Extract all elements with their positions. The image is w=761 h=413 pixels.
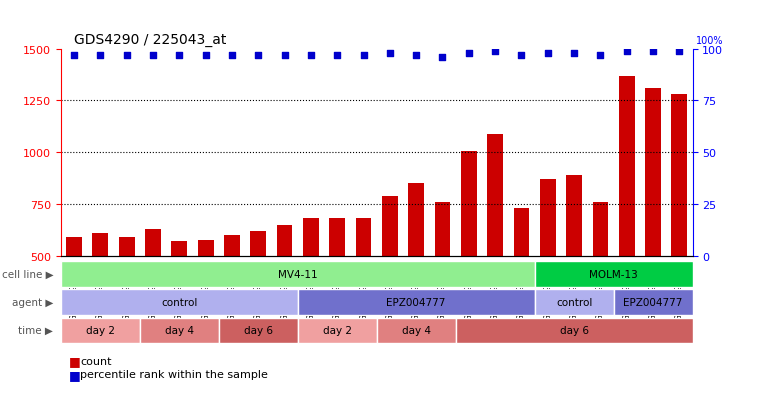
Point bbox=[226, 52, 238, 59]
Point bbox=[68, 52, 80, 59]
Bar bbox=[330, 219, 345, 359]
Bar bbox=[514, 209, 530, 359]
Point bbox=[463, 50, 475, 57]
FancyBboxPatch shape bbox=[613, 290, 693, 315]
Bar bbox=[224, 235, 240, 359]
Text: ■: ■ bbox=[68, 354, 80, 368]
Text: time ▶: time ▶ bbox=[18, 325, 53, 335]
Bar bbox=[250, 231, 266, 359]
Bar bbox=[277, 225, 292, 359]
Point bbox=[174, 52, 186, 59]
Text: cell line ▶: cell line ▶ bbox=[2, 269, 53, 279]
Text: day 4: day 4 bbox=[165, 325, 194, 335]
Bar bbox=[540, 180, 556, 359]
FancyBboxPatch shape bbox=[456, 318, 693, 343]
FancyBboxPatch shape bbox=[61, 318, 140, 343]
Point bbox=[673, 48, 686, 55]
Text: MV4-11: MV4-11 bbox=[278, 269, 317, 279]
Bar bbox=[461, 152, 476, 359]
Point bbox=[120, 52, 132, 59]
Text: count: count bbox=[80, 356, 111, 366]
Text: day 6: day 6 bbox=[244, 325, 272, 335]
Text: day 2: day 2 bbox=[323, 325, 352, 335]
Text: 100%: 100% bbox=[696, 36, 723, 45]
Text: EPZ004777: EPZ004777 bbox=[623, 297, 683, 307]
Point bbox=[199, 52, 212, 59]
FancyBboxPatch shape bbox=[140, 318, 219, 343]
Text: control: control bbox=[161, 297, 198, 307]
Bar bbox=[303, 219, 319, 359]
FancyBboxPatch shape bbox=[377, 318, 456, 343]
Point bbox=[436, 55, 448, 61]
Bar bbox=[593, 202, 608, 359]
Point bbox=[542, 50, 554, 57]
Bar bbox=[66, 237, 82, 359]
Point bbox=[621, 48, 633, 55]
Bar bbox=[171, 242, 187, 359]
Bar bbox=[645, 89, 661, 359]
Bar bbox=[145, 229, 161, 359]
Point bbox=[594, 52, 607, 59]
Bar bbox=[435, 202, 451, 359]
Point bbox=[305, 52, 317, 59]
Point bbox=[147, 52, 159, 59]
Point bbox=[358, 52, 370, 59]
Point bbox=[515, 52, 527, 59]
Bar bbox=[671, 95, 687, 359]
Point bbox=[94, 52, 107, 59]
Bar bbox=[487, 134, 503, 359]
FancyBboxPatch shape bbox=[534, 261, 693, 287]
Bar bbox=[566, 176, 582, 359]
Point bbox=[489, 48, 501, 55]
FancyBboxPatch shape bbox=[219, 318, 298, 343]
Point bbox=[384, 50, 396, 57]
Bar bbox=[408, 184, 424, 359]
Text: day 2: day 2 bbox=[86, 325, 115, 335]
Text: day 4: day 4 bbox=[402, 325, 431, 335]
FancyBboxPatch shape bbox=[298, 290, 534, 315]
FancyBboxPatch shape bbox=[61, 261, 534, 287]
Point bbox=[331, 52, 343, 59]
Text: agent ▶: agent ▶ bbox=[12, 297, 53, 307]
Bar bbox=[93, 233, 108, 359]
Text: day 6: day 6 bbox=[559, 325, 588, 335]
FancyBboxPatch shape bbox=[534, 290, 613, 315]
Text: EPZ004777: EPZ004777 bbox=[387, 297, 446, 307]
Text: MOLM-13: MOLM-13 bbox=[589, 269, 638, 279]
Text: ■: ■ bbox=[68, 368, 80, 381]
Bar bbox=[119, 237, 135, 359]
Text: percentile rank within the sample: percentile rank within the sample bbox=[80, 369, 268, 379]
Point bbox=[568, 50, 580, 57]
Bar bbox=[355, 219, 371, 359]
FancyBboxPatch shape bbox=[61, 290, 298, 315]
Point bbox=[252, 52, 264, 59]
Text: control: control bbox=[556, 297, 592, 307]
Bar bbox=[198, 240, 214, 359]
Bar bbox=[382, 196, 398, 359]
Text: GDS4290 / 225043_at: GDS4290 / 225043_at bbox=[74, 33, 226, 47]
Point bbox=[647, 48, 659, 55]
Point bbox=[279, 52, 291, 59]
FancyBboxPatch shape bbox=[298, 318, 377, 343]
Bar bbox=[619, 76, 635, 359]
Point bbox=[410, 52, 422, 59]
